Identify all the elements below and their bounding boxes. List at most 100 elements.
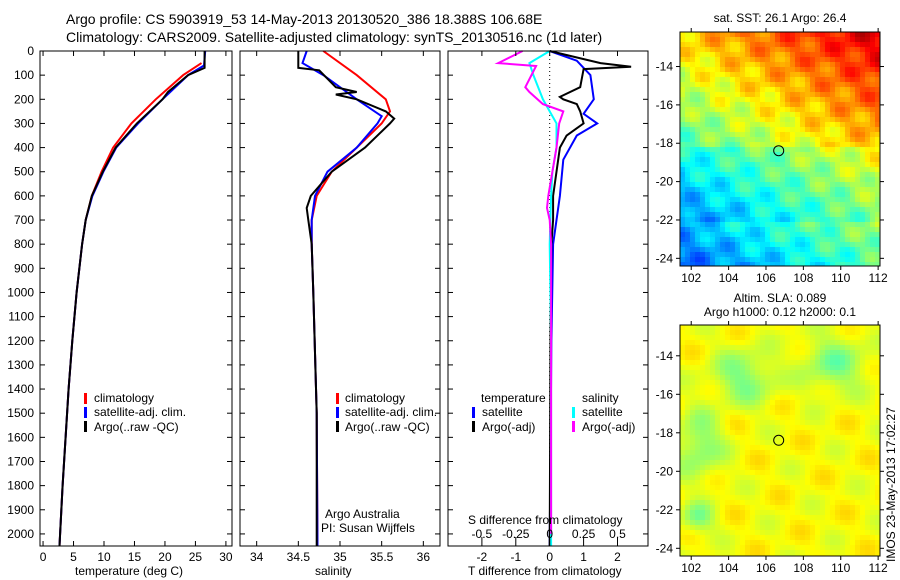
- map-y-tick-label: -18: [656, 136, 674, 150]
- legend-t-sat: satellite: [482, 405, 523, 419]
- series-argo-raw-qc-: [58, 51, 206, 547]
- y-tick-label: 1200: [7, 334, 34, 348]
- legend-swatch: [472, 421, 475, 432]
- annotation-pi: PI: Susan Wijffels: [321, 521, 415, 535]
- x-tick-label: 15: [128, 550, 142, 564]
- x-tick-label: 25: [189, 550, 203, 564]
- x-tick-label: 34: [250, 550, 264, 564]
- annotation-argo-australia: Argo Australia: [325, 507, 400, 521]
- map-x-tick-label: 110: [831, 271, 850, 285]
- legend-swatch: [84, 407, 87, 418]
- map-x-tick-label: 108: [793, 561, 813, 575]
- y-tick-label: 1700: [7, 454, 34, 468]
- legend-swatch: [84, 421, 87, 432]
- map-x-tick-label: 106: [756, 271, 776, 285]
- map-x-tick-label: 102: [681, 271, 701, 285]
- y-tick-label: 600: [14, 189, 34, 203]
- y-tick-label: 1300: [7, 358, 34, 372]
- map-y-tick-label: -14: [656, 349, 674, 363]
- legend-swatch: [336, 407, 339, 418]
- y-tick-label: 1600: [7, 430, 34, 444]
- series-t-satellite: [548, 50, 600, 547]
- series-s-argo-adj-: [494, 50, 565, 534]
- map-y-tick-label: -24: [656, 251, 674, 265]
- legend-swatch: [472, 407, 475, 418]
- x-tick-label: 1: [580, 550, 587, 564]
- legend-t-title: temperature: [481, 391, 546, 405]
- x2-tick-label: -0.5: [472, 527, 493, 541]
- y-tick-label: 1100: [8, 310, 34, 324]
- map-y-tick-label: -22: [656, 503, 674, 517]
- y-tick-label: 100: [14, 68, 34, 82]
- x-tick-label: 20: [158, 550, 172, 564]
- legend-swatch: [336, 421, 339, 432]
- sst-heatmap: [680, 32, 880, 266]
- legend-swatch: [84, 393, 87, 404]
- x-tick-label: 35.5: [370, 550, 394, 564]
- map-y-tick-label: -18: [656, 426, 674, 440]
- x-tick-label: -2: [477, 550, 488, 564]
- legend-temp-clim: climatology: [94, 391, 154, 405]
- map-x-tick-label: 112: [869, 561, 888, 575]
- y-tick-label: 1500: [7, 406, 34, 420]
- map-frame: [679, 31, 881, 267]
- map-x-tick-label: 110: [831, 561, 850, 575]
- title-line1: Argo profile: CS 5903919_53 14-May-2013 …: [66, 11, 542, 27]
- map-frame: [679, 324, 881, 557]
- x2-tick-label: 0.5: [609, 527, 626, 541]
- x-tick-label: 5: [70, 550, 77, 564]
- y-tick-label: 400: [14, 141, 34, 155]
- imos-stamp: IMOS 23-May-2013 17:02:27: [884, 407, 898, 562]
- legend-temp-sat: satellite-adj. clim.: [94, 405, 186, 419]
- y-tick-label: 900: [14, 261, 34, 275]
- x-tick-label: 10: [97, 550, 111, 564]
- y-tick-label: 200: [14, 92, 34, 106]
- x2-tick-label: 0.25: [572, 527, 596, 541]
- temp-xlabel: temperature (deg C): [75, 564, 183, 578]
- map-x-tick-label: 104: [719, 561, 739, 575]
- y-tick-label: 1800: [7, 479, 34, 493]
- plot-frame: [39, 50, 233, 547]
- y-tick-label: 700: [14, 213, 34, 227]
- map-y-tick-label: -16: [656, 387, 674, 401]
- map-y-tick-label: -24: [656, 541, 674, 555]
- title-line2: Climatology: CARS2009. Satellite-adjuste…: [66, 29, 602, 45]
- y-tick-label: 500: [14, 165, 34, 179]
- y-tick-label: 300: [14, 116, 34, 130]
- legend-s-argo: Argo(-adj): [582, 420, 635, 434]
- sst-map-title: sat. SST: 26.1 Argo: 26.4: [714, 11, 847, 25]
- sal-xlabel: salinity: [315, 564, 352, 578]
- sla-map-title: Altim. SLA: 0.089: [734, 291, 827, 305]
- x-tick-label: 0: [40, 550, 47, 564]
- series-argo-raw-qc-: [297, 51, 396, 546]
- y-tick-label: 2000: [7, 527, 34, 541]
- x-tick-label: 30: [219, 550, 233, 564]
- y-tick-label: 800: [14, 237, 34, 251]
- argo-location-marker: [773, 434, 785, 446]
- plot-frame: [239, 50, 441, 547]
- legend-s-sat: satellite: [582, 405, 623, 419]
- legend-s-title: salinity: [582, 391, 619, 405]
- series-satellite-adj-clim-: [58, 50, 207, 547]
- tdiff-xlabel: T difference from climatology: [468, 564, 622, 578]
- y-tick-label: 1000: [7, 285, 34, 299]
- series-climatology: [58, 62, 203, 547]
- map-x-tick-label: 112: [869, 271, 888, 285]
- x2-tick-label: 0: [546, 527, 553, 541]
- legend-sal-clim: climatology: [345, 391, 405, 405]
- sdiff-xlabel: S difference from climatology: [468, 513, 623, 527]
- legend-temp-argo: Argo(..raw -QC): [94, 420, 179, 434]
- map-x-tick-label: 108: [793, 271, 813, 285]
- map-y-tick-label: -16: [656, 98, 674, 112]
- map-y-tick-label: -14: [656, 60, 674, 74]
- legend-swatch: [572, 421, 575, 432]
- x-tick-label: 34.5: [287, 550, 311, 564]
- x-tick-label: 0: [546, 550, 553, 564]
- map-y-tick-label: -22: [656, 213, 674, 227]
- x-tick-label: 36: [417, 550, 431, 564]
- legend-swatch: [572, 407, 575, 418]
- map-x-tick-label: 106: [756, 561, 776, 575]
- map-x-tick-label: 102: [681, 561, 701, 575]
- x2-tick-label: -0.25: [502, 527, 530, 541]
